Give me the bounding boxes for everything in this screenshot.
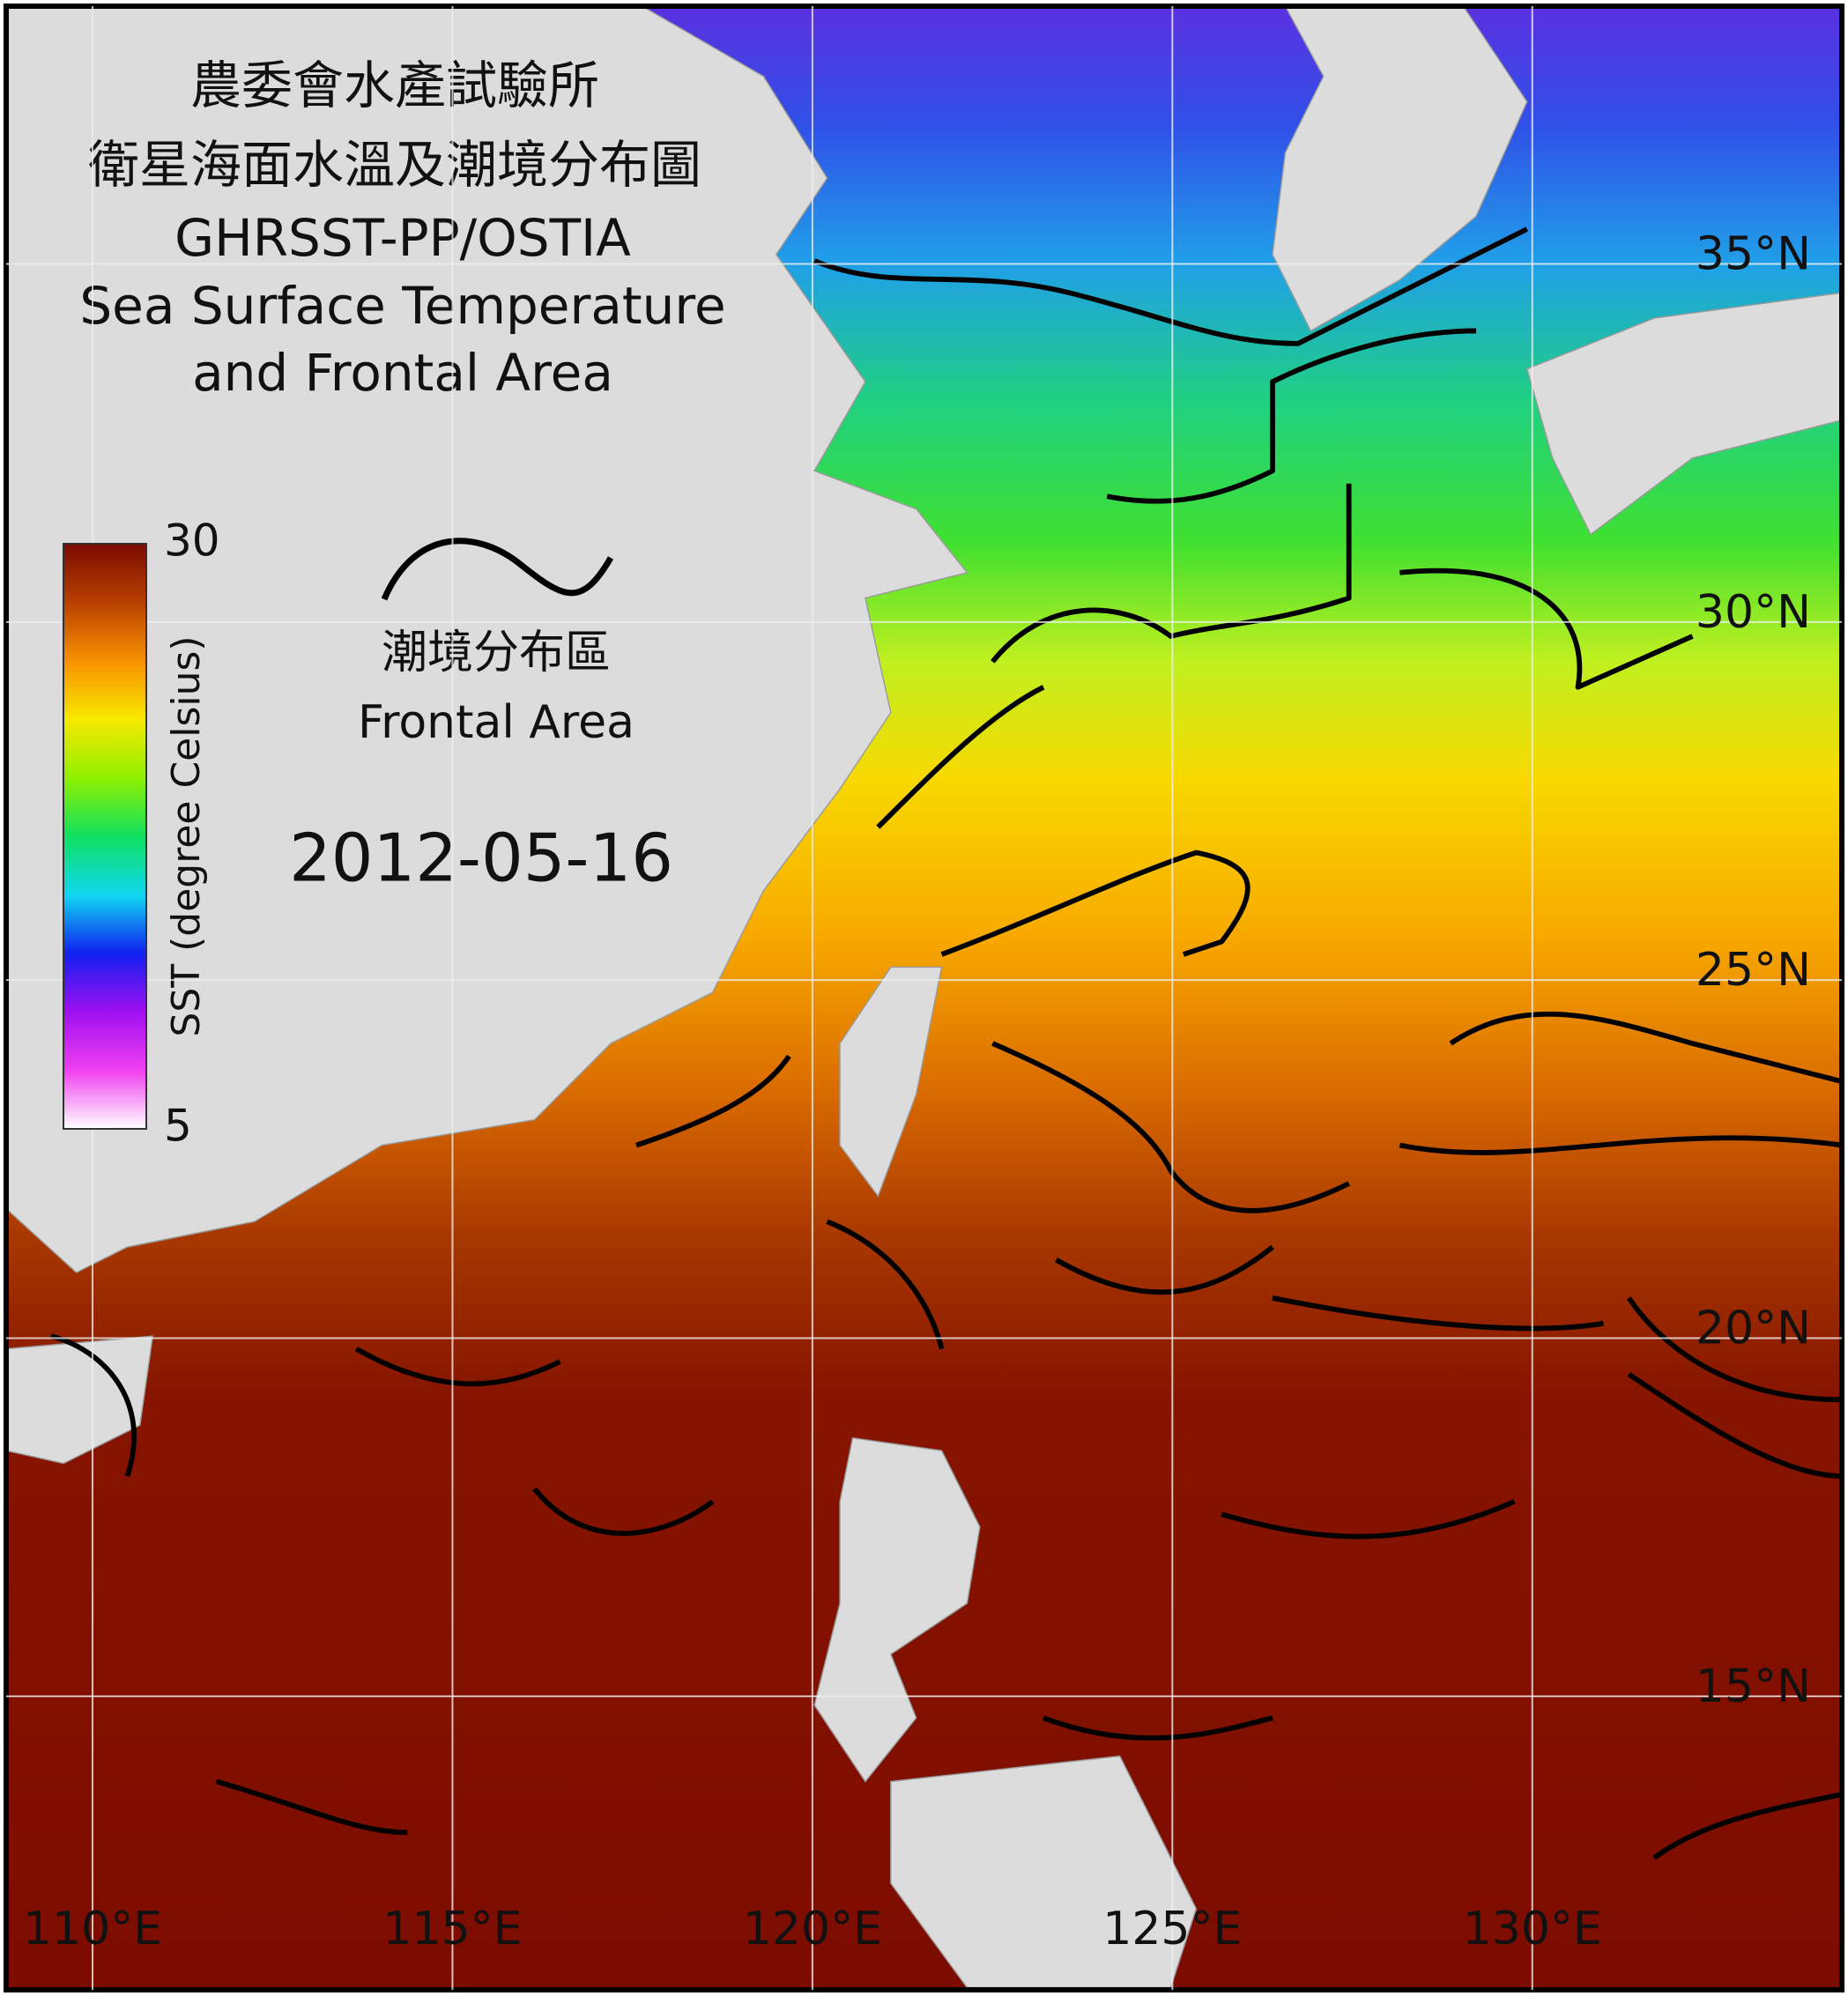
taiwan (839, 966, 943, 1198)
title-en: Sea Surface Temperature (79, 276, 725, 336)
colorbar-tick-label: 30 (164, 516, 220, 567)
lon-label: 120°E (743, 1903, 882, 1955)
mainland (5, 5, 969, 1273)
lat-label: 20°N (1696, 1302, 1811, 1355)
lon-label: 110°E (23, 1903, 162, 1955)
front-line (813, 226, 1529, 346)
front-line (1399, 1011, 1844, 1155)
legend-label: 潮境分布區 (382, 627, 611, 679)
front-line (50, 1333, 715, 1536)
lon-label: 125°E (1102, 1903, 1242, 1955)
colorbar-label: SST (degree Celsius) (164, 635, 209, 1036)
title-en: and Frontal Area (192, 343, 613, 403)
front-line (215, 1715, 1844, 1860)
map-frame (4, 4, 1844, 1992)
legend-label: Frontal Area (358, 696, 635, 749)
lat-label: 25°N (1696, 944, 1811, 997)
front-line (1221, 1372, 1843, 1540)
geography (5, 5, 1844, 1989)
front-line (1272, 1295, 1843, 1403)
lat-label: 15°N (1696, 1660, 1811, 1713)
front-line (635, 1041, 1350, 1213)
colorbar (63, 543, 147, 1130)
lon-label: 115°E (382, 1903, 522, 1955)
japan (1525, 292, 1844, 536)
legend-symbol (381, 538, 614, 601)
front-line (940, 850, 1251, 957)
front-line (826, 1219, 1274, 1350)
subtitle-zh: 衛星海面水溫及潮境分布圖 (88, 135, 701, 195)
lon-label: 130°E (1463, 1903, 1602, 1955)
colorbar-tick-label: 5 (164, 1101, 192, 1152)
lat-label: 35°N (1696, 228, 1811, 281)
product-name: GHRSST-PP/OSTIA (174, 208, 631, 268)
date: 2012-05-16 (289, 820, 673, 897)
korea (1272, 5, 1528, 332)
lat-label: 30°N (1696, 586, 1811, 639)
front-line (876, 568, 1694, 829)
title-zh: 農委會水產試驗所 (190, 56, 599, 115)
front-line (1106, 328, 1477, 504)
front-line (991, 483, 1352, 664)
